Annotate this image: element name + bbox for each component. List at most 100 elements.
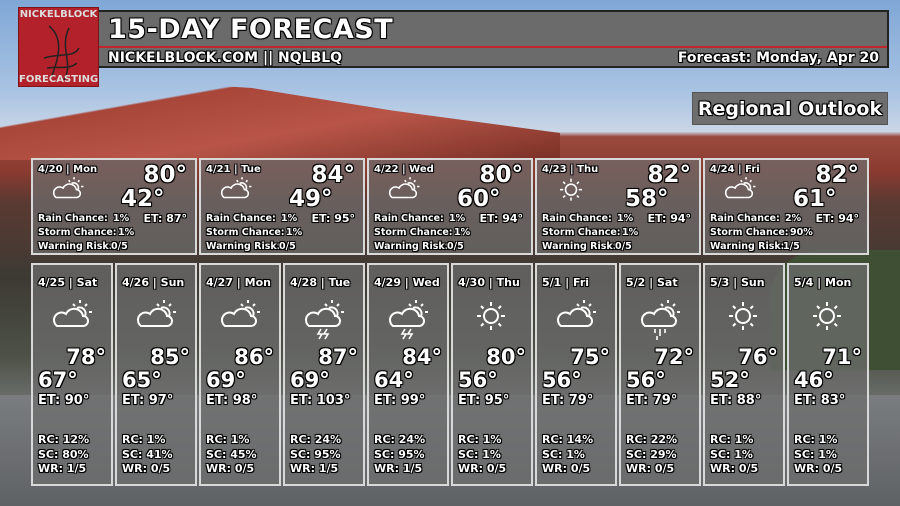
rain-chance-row: Rain Chance: 1% — [38, 213, 130, 224]
day-card-10: 4/30 | Thu 80° 56° ET: 95° RC: 1% SC: 1%… — [451, 263, 533, 486]
day-card-11: 5/1 | Fri 75° 56° ET: 79° RC: 14% SC: 1%… — [535, 263, 617, 486]
storm-chance-row: Storm Chance: 90% — [710, 227, 813, 238]
extreme-temp: ET: 94° — [815, 212, 859, 225]
storm-chance: SC: 1% — [458, 448, 501, 461]
sunny-icon — [469, 295, 513, 343]
low-temp: 52° — [710, 368, 750, 392]
partly-cloudy-icon — [213, 174, 257, 210]
storm-chance-row: Storm Chance: 1% — [542, 227, 639, 238]
warning-risk-row: Warning Risk: 1/5 — [710, 241, 800, 252]
low-temp: 46° — [794, 368, 834, 392]
storm-chance-row: Storm Chance: 1% — [38, 227, 135, 238]
rain-chance: RC: 24% — [290, 433, 342, 446]
day-card-12: 5/2 | Sat 72° 56° ET: 79° RC: 22% SC: 29… — [619, 263, 701, 486]
day-date: 5/4 | Mon — [794, 276, 852, 289]
extreme-temp: ET: 103° — [290, 393, 351, 408]
day-date: 4/25 | Sat — [38, 276, 98, 289]
day-card-8: 4/28 | Tue 87° 69° ET: 103° RC: 24% SC: … — [283, 263, 365, 486]
high-temp: 82° — [815, 162, 859, 188]
low-temp: 69° — [206, 368, 246, 392]
thunderstorm-icon — [301, 295, 345, 343]
day-card-9: 4/29 | Wed 84° 64° ET: 99° RC: 24% SC: 9… — [367, 263, 449, 486]
warning-risk-row: Warning Risk: 0/5 — [374, 241, 464, 252]
rain-chance: RC: 1% — [794, 433, 838, 446]
high-temp: 86° — [234, 345, 274, 369]
high-temp: 84° — [311, 162, 355, 188]
warning-risk: WR: 1/5 — [290, 462, 339, 475]
warning-risk: WR: 0/5 — [458, 462, 507, 475]
low-temp: 67° — [38, 368, 78, 392]
storm-chance-row: Storm Chance: 1% — [206, 227, 303, 238]
sunny-icon — [805, 295, 849, 343]
thunderstorm-icon — [385, 295, 429, 343]
partly-cloudy-icon — [717, 174, 761, 210]
partly-cloudy-icon — [49, 295, 93, 343]
rain-chance-row: Rain Chance: 1% — [374, 213, 466, 224]
extreme-temp: ET: 79° — [542, 393, 594, 408]
warning-risk: WR: 1/5 — [38, 462, 87, 475]
warning-risk: WR: 0/5 — [626, 462, 675, 475]
regional-outlook-label: Regional Outlook — [692, 92, 888, 125]
day-card-5: 4/25 | Sat 78° 67° ET: 90° RC: 12% SC: 8… — [31, 263, 113, 486]
sunny-icon — [721, 295, 765, 343]
extreme-temp: ET: 95° — [458, 393, 510, 408]
high-temp: 78° — [66, 345, 106, 369]
extreme-temp: ET: 94° — [647, 212, 691, 225]
low-temp: 56° — [458, 368, 498, 392]
low-temp: 69° — [290, 368, 330, 392]
day-date: 4/24 | Fri — [710, 164, 760, 175]
high-temp: 75° — [570, 345, 610, 369]
rain-chance-row: Rain Chance: 1% — [206, 213, 298, 224]
day-date: 5/2 | Sat — [626, 276, 678, 289]
extreme-temp: ET: 87° — [143, 212, 187, 225]
partly-cloudy-icon — [381, 174, 425, 210]
partly-cloudy-icon — [45, 174, 89, 210]
extreme-temp: ET: 88° — [710, 393, 762, 408]
rain-chance: RC: 1% — [206, 433, 250, 446]
high-temp: 87° — [318, 345, 358, 369]
day-date: 4/23 | Thu — [542, 164, 599, 175]
warning-risk: WR: 0/5 — [206, 462, 255, 475]
storm-chance: SC: 1% — [710, 448, 753, 461]
rain-chance: RC: 1% — [122, 433, 166, 446]
rain-chance: RC: 1% — [458, 433, 502, 446]
high-temp: 72° — [654, 345, 694, 369]
storm-chance: SC: 95% — [374, 448, 425, 461]
nickelblock-logo: NICKELBLOCK FORECASTING — [18, 7, 99, 87]
sunny-icon — [549, 174, 593, 210]
logo-mark-icon — [43, 25, 80, 81]
rain-chance: RC: 12% — [38, 433, 90, 446]
high-temp: 80° — [486, 345, 526, 369]
high-temp: 76° — [738, 345, 778, 369]
extreme-temp: ET: 94° — [479, 212, 523, 225]
warning-risk: WR: 0/5 — [794, 462, 843, 475]
header-divider — [20, 46, 887, 48]
partly-cloudy-icon — [553, 295, 597, 343]
low-temp: 49° — [289, 186, 333, 212]
high-temp: 82° — [647, 162, 691, 188]
header-bar: 15-DAY FORECAST NICKELBLOCK.COM || NQLBL… — [18, 10, 889, 68]
partly-cloudy-icon — [133, 295, 177, 343]
day-card-1: 4/21 | Tue 84° 49° ET: 95° Rain Chance: 1… — [199, 158, 365, 255]
warning-risk-row: Warning Risk: 0/5 — [206, 241, 296, 252]
high-temp: 71° — [822, 345, 862, 369]
header-subtitle: NICKELBLOCK.COM || NQLBLQ — [108, 50, 343, 66]
high-temp: 80° — [479, 162, 523, 188]
warning-risk: WR: 0/5 — [710, 462, 759, 475]
warning-risk-row: Warning Risk: 0/5 — [38, 241, 128, 252]
day-card-7: 4/27 | Mon 86° 69° ET: 98° RC: 1% SC: 45… — [199, 263, 281, 486]
day-card-4: 4/24 | Fri 82° 61° ET: 94° Rain Chance: 2… — [703, 158, 869, 255]
day-date: 4/20 | Mon — [38, 164, 98, 175]
warning-risk: WR: 0/5 — [122, 462, 171, 475]
storm-chance: SC: 80% — [38, 448, 89, 461]
rain-chance: RC: 22% — [626, 433, 678, 446]
day-date: 4/26 | Sun — [122, 276, 185, 289]
day-date: 5/1 | Fri — [542, 276, 590, 289]
storm-chance: SC: 29% — [626, 448, 677, 461]
day-date: 4/29 | Wed — [374, 276, 440, 289]
storm-chance: SC: 41% — [122, 448, 173, 461]
forecast-date: Forecast: Monday, Apr 20 — [677, 50, 879, 66]
day-date: 4/22 | Wed — [374, 164, 434, 175]
high-temp: 84° — [402, 345, 442, 369]
day-card-0: 4/20 | Mon 80° 42° ET: 87° Rain Chance: 1… — [31, 158, 197, 255]
